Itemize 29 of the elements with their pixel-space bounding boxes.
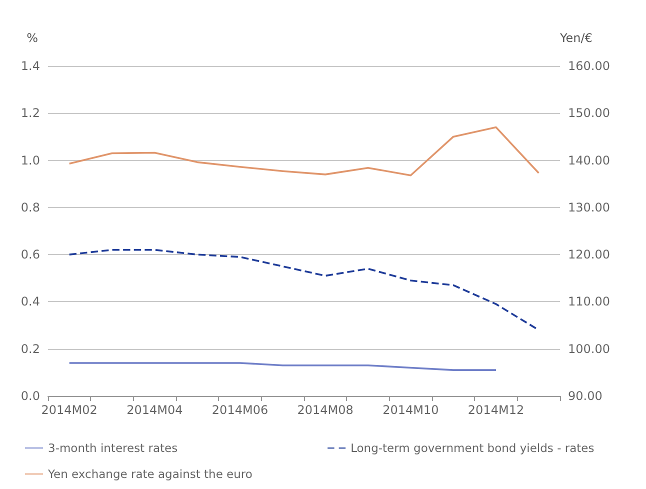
- x-tick-label: 2014M06: [212, 403, 268, 417]
- y-tick-label: 1.2: [20, 106, 40, 120]
- y2-tick-label: 150.00: [568, 106, 610, 120]
- x-tick-label: 2014M08: [297, 403, 354, 417]
- legend-label: Long-term government bond yields - rates: [350, 441, 594, 455]
- y-tick-label: 0.0: [20, 389, 40, 403]
- y-tick-label: 0.8: [20, 200, 40, 214]
- y-tick-label: 1.4: [20, 59, 40, 73]
- x-tick-label: 2014M12: [468, 403, 524, 417]
- x-tick-label: 2014M02: [41, 403, 98, 417]
- y2-tick-label: 140.00: [568, 153, 610, 168]
- y-tick-label: 0.6: [20, 248, 40, 262]
- x-tick-label: 2014M10: [382, 403, 439, 417]
- legend-label: Yen exchange rate against the euro: [47, 467, 252, 481]
- line-series: [68, 362, 497, 371]
- x-tick-label: 2014M04: [126, 403, 183, 417]
- y2-tick-label: 110.00: [568, 294, 610, 309]
- y2-tick-label: 90.00: [568, 389, 602, 403]
- y-tick-label: 1.0: [20, 153, 40, 168]
- y2-tick-label: 160.00: [568, 59, 610, 73]
- y2-tick-label: 120.00: [568, 248, 610, 262]
- y-tick-label: 0.2: [20, 342, 40, 356]
- y2-axis-title: Yen/€: [559, 31, 592, 45]
- y-axis-title: %: [26, 31, 38, 45]
- y-tick-label: 0.4: [20, 294, 40, 309]
- line-series: [68, 126, 540, 176]
- legend-label: 3-month interest rates: [48, 441, 178, 455]
- y2-tick-label: 130.00: [568, 200, 610, 214]
- y2-tick-label: 100.00: [568, 342, 610, 356]
